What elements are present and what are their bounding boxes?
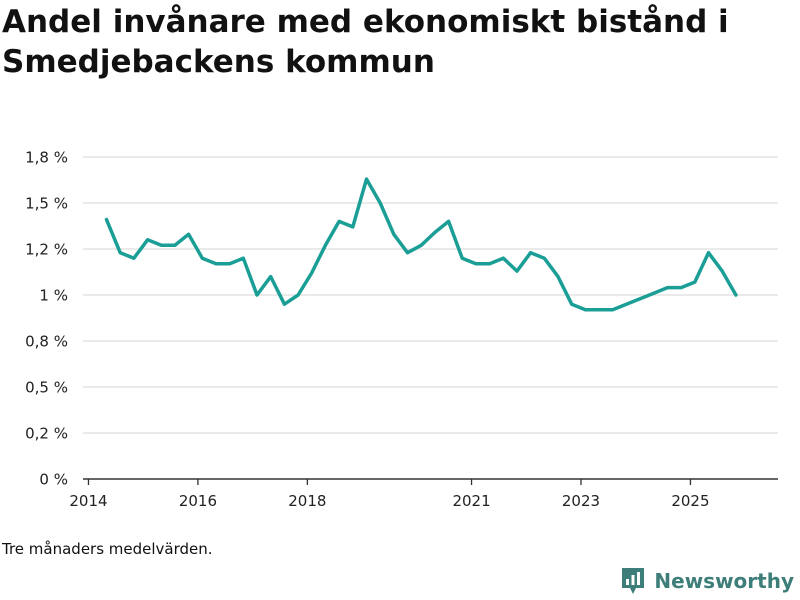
y-tick-label: 1,8 % <box>25 149 68 167</box>
data-point <box>241 256 245 260</box>
data-point <box>337 219 341 223</box>
x-tick-label: 2018 <box>288 492 326 510</box>
data-point <box>269 275 273 279</box>
y-tick-label: 1 % <box>39 287 68 305</box>
data-point <box>583 308 587 312</box>
series-layer <box>104 177 738 312</box>
data-point <box>707 251 710 255</box>
data-point <box>200 256 204 260</box>
data-point <box>364 177 368 181</box>
data-point <box>214 262 218 266</box>
data-point <box>652 291 656 295</box>
newsworthy-logo-icon <box>622 568 645 594</box>
y-tick-label: 0,8 % <box>25 333 68 351</box>
data-point <box>447 219 451 223</box>
data-point <box>474 262 478 266</box>
data-point <box>419 243 423 247</box>
data-point <box>679 286 683 290</box>
data-point <box>556 275 560 279</box>
data-point <box>734 293 738 297</box>
data-point <box>146 238 150 242</box>
data-point <box>159 243 163 247</box>
x-tick-label: 2021 <box>452 492 490 510</box>
y-tick-label: 0,2 % <box>25 425 68 443</box>
data-point <box>693 280 697 284</box>
data-point <box>597 308 601 312</box>
data-point <box>392 232 396 236</box>
data-point <box>406 251 410 255</box>
data-point <box>173 243 177 247</box>
data-point <box>542 256 546 260</box>
x-tick-label: 2014 <box>69 492 107 510</box>
y-axis-labels: 0 % 0,2 % 0,5 % 0,8 % 1 % 1,2 % 1,5 % 1,8 % <box>25 149 68 489</box>
chart-title: Andel invånare med ekonomiskt bistånd i … <box>2 4 729 80</box>
data-point <box>118 251 122 255</box>
data-point <box>255 293 259 297</box>
data-point <box>611 308 615 312</box>
data-point <box>351 225 355 229</box>
data-point <box>310 271 314 275</box>
data-point <box>378 201 382 205</box>
x-axis: 2014 2016 2018 2021 2023 2025 <box>69 478 778 510</box>
data-point <box>529 251 533 255</box>
y-tick-label: 1,2 % <box>25 241 68 259</box>
brand-name: Newsworthy <box>654 569 794 593</box>
data-point <box>624 302 628 306</box>
data-point <box>187 232 191 236</box>
data-point <box>515 269 519 273</box>
data-point <box>132 256 136 260</box>
y-tick-label: 1,5 % <box>25 195 68 213</box>
x-tick-label: 2016 <box>179 492 217 510</box>
data-point <box>638 297 642 301</box>
y-tick-label: 0,5 % <box>25 379 68 397</box>
data-point <box>228 262 232 266</box>
data-point <box>296 293 300 297</box>
data-point <box>323 243 327 247</box>
footnote: Tre månaders medelvärden. <box>2 540 213 558</box>
brand-logo[interactable]: Newsworthy <box>620 566 794 596</box>
data-point <box>282 302 286 306</box>
data-point <box>570 302 574 306</box>
data-point <box>460 256 464 260</box>
data-point <box>433 230 437 234</box>
data-point <box>488 262 492 266</box>
data-point <box>105 218 109 222</box>
x-tick-label: 2025 <box>671 492 709 510</box>
data-point <box>501 256 505 260</box>
y-tick-label: 0 % <box>39 471 68 489</box>
data-point <box>720 269 724 273</box>
data-point <box>665 286 669 290</box>
grid-lines <box>83 156 778 434</box>
x-tick-label: 2023 <box>562 492 600 510</box>
